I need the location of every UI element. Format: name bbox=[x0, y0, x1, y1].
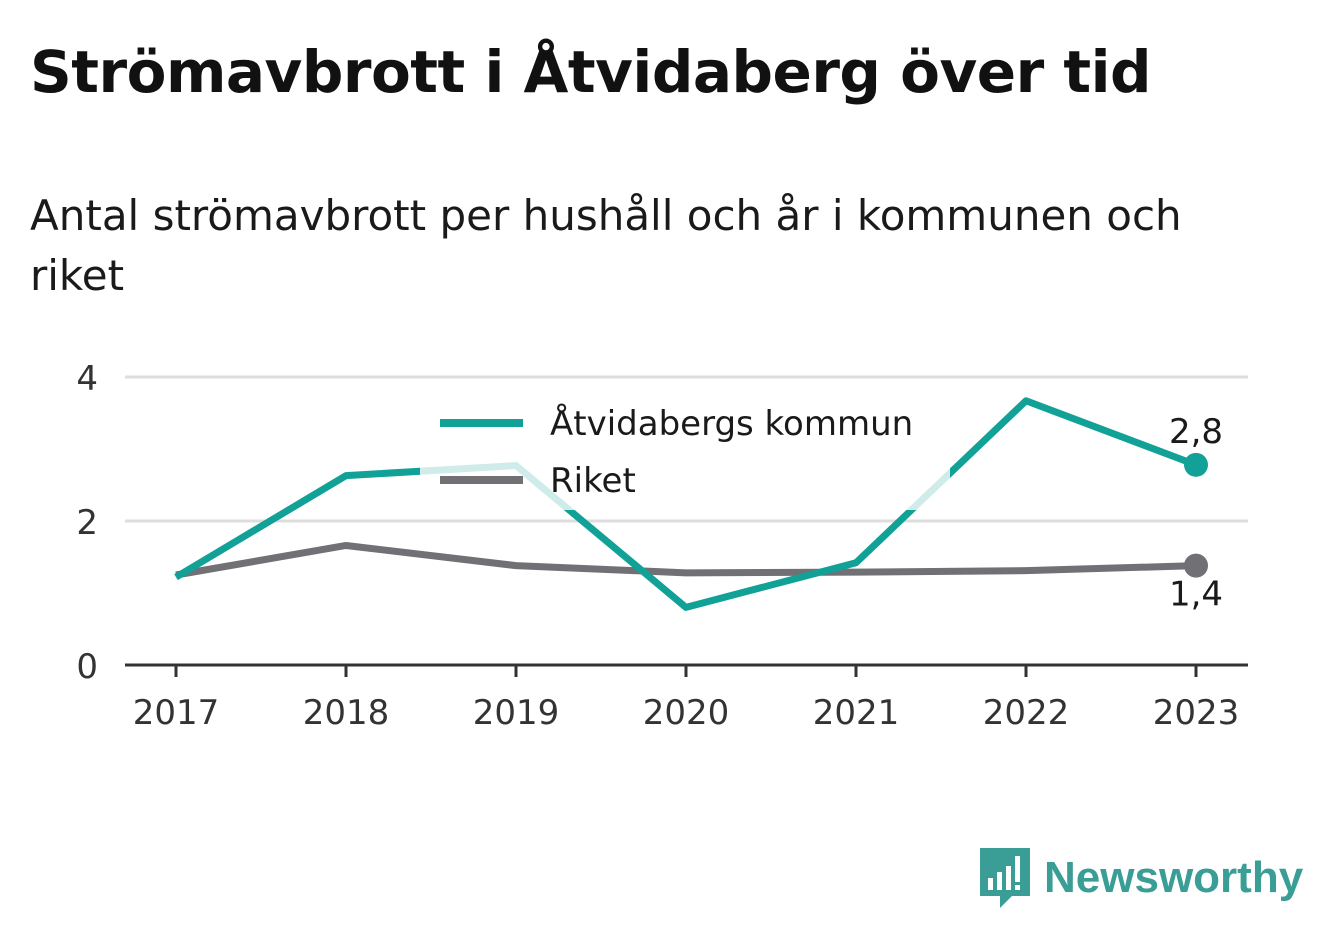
data-label: 2,8 bbox=[1169, 412, 1223, 452]
x-tick-label: 2023 bbox=[1153, 693, 1240, 733]
newsworthy-logo-icon bbox=[980, 848, 1030, 908]
y-tick-label: 2 bbox=[76, 503, 98, 543]
series-end-point-1 bbox=[1184, 553, 1208, 578]
brand-logo: Newsworthy bbox=[980, 848, 1303, 908]
end-labels: 2,8 1,4 bbox=[1169, 412, 1223, 615]
y-tick-label: 0 bbox=[76, 647, 98, 687]
page-title: Strömavbrott i Åtvidaberg över tid bbox=[30, 38, 1152, 106]
x-tick-label: 2019 bbox=[473, 693, 560, 733]
legend: Åtvidabergs kommun Riket bbox=[420, 398, 950, 510]
chart-subtitle: Antal strömavbrott per hushåll och år i … bbox=[30, 191, 1182, 300]
legend-background bbox=[420, 398, 950, 510]
x-tick-label: 2020 bbox=[643, 693, 730, 733]
brand-name: Newsworthy bbox=[1044, 853, 1304, 902]
y-tick-label: 4 bbox=[76, 359, 98, 399]
x-axis: 2017 2018 2019 2020 2021 2022 2023 bbox=[125, 663, 1248, 733]
grid-lines bbox=[125, 375, 1248, 523]
series-line-0 bbox=[174, 397, 1198, 611]
series-end-point-0 bbox=[1184, 452, 1208, 477]
y-axis: 0 2 4 bbox=[76, 359, 98, 687]
x-tick-label: 2017 bbox=[133, 693, 220, 733]
x-tick-label: 2022 bbox=[983, 693, 1070, 733]
series-lines bbox=[174, 397, 1208, 611]
x-tick-label: 2021 bbox=[813, 693, 900, 733]
legend-label: Åtvidabergs kommun bbox=[550, 403, 913, 444]
x-tick-label: 2018 bbox=[303, 693, 390, 733]
series-line-1 bbox=[175, 541, 1197, 579]
legend-label: Riket bbox=[550, 461, 636, 501]
data-label: 1,4 bbox=[1169, 575, 1223, 615]
